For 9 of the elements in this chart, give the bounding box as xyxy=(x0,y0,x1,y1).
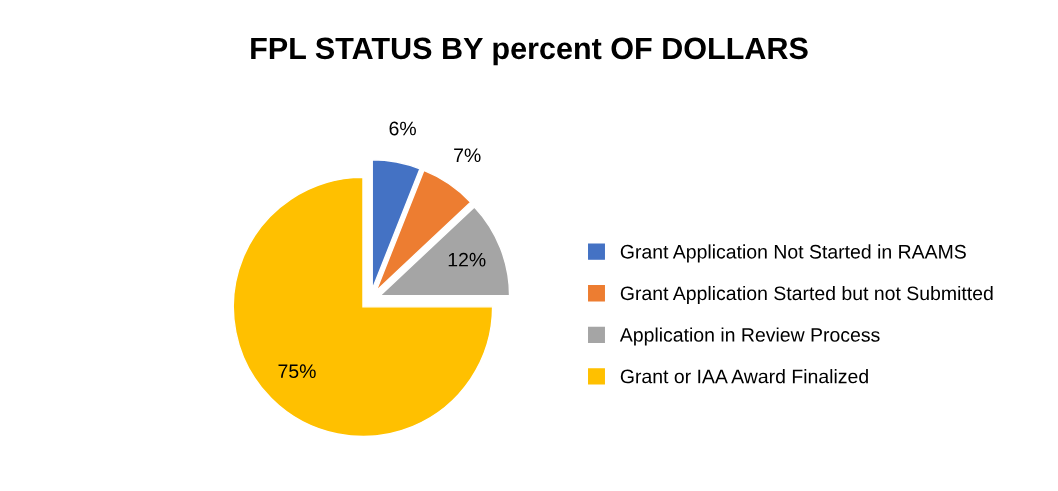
data-label: 7% xyxy=(454,148,481,163)
legend-label: Application in Review Process xyxy=(619,327,880,346)
data-label: 75% xyxy=(278,364,316,379)
legend-label: Grant Application Not Started in RAAMS xyxy=(620,244,966,263)
legend-label: Grant or IAA Award Finalized xyxy=(620,369,868,384)
chart-title: FPL STATUS BY percent OF DOLLARS xyxy=(251,37,808,66)
data-label: 6% xyxy=(389,121,416,136)
legend-label: Grant Application Started but not Submitted xyxy=(620,285,993,305)
data-label: 12% xyxy=(448,252,486,267)
